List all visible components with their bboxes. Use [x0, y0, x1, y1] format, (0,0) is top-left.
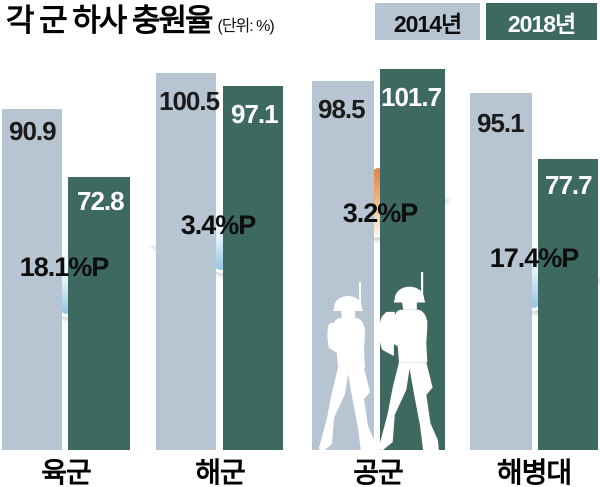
- bar-2018-육군: [68, 177, 130, 450]
- bar-2014-해병대: [470, 93, 532, 450]
- category-label-공군: 공군: [353, 457, 404, 487]
- legend: 2014년 2018년: [375, 3, 597, 40]
- value-2014-해군: 100.5: [159, 86, 220, 116]
- value-2018-육군: 72.8: [77, 186, 125, 216]
- change-label-공군: 3.2%P: [342, 198, 419, 228]
- category-label-육군: 육군: [41, 457, 92, 487]
- bar-2018-공군: [380, 68, 445, 450]
- bar-2014-육군: [2, 109, 62, 450]
- value-2018-해병대: 77.7: [545, 170, 593, 200]
- bar-2018-해군: [223, 85, 283, 450]
- category-label-해군: 해군: [195, 457, 246, 487]
- walking-soldiers-illustration: [319, 272, 439, 450]
- bar-2018-해병대: [538, 158, 598, 450]
- value-2018-해군: 97.1: [231, 99, 279, 129]
- change-label-해병대: 17.4%P: [489, 243, 580, 273]
- unit-label: (단위: %): [217, 18, 274, 35]
- value-2014-공군: 98.5: [318, 94, 366, 124]
- bar-2014-해군: [156, 73, 216, 450]
- change-label-육군: 18.1%P: [19, 252, 110, 282]
- category-label-해병대: 해병대: [496, 457, 572, 487]
- value-2014-육군: 90.9: [9, 116, 57, 146]
- legend-item-2014: 2014년: [375, 3, 480, 40]
- header: 각 군 하사 충원율 (단위: %): [6, 3, 275, 38]
- change-label-해군: 3.4%P: [180, 210, 257, 240]
- value-2018-공군: 101.7: [381, 82, 442, 112]
- chart-title: 각 군 하사 충원율: [6, 3, 213, 38]
- legend-item-2018: 2018년: [486, 3, 597, 40]
- value-2014-해병대: 95.1: [477, 108, 525, 138]
